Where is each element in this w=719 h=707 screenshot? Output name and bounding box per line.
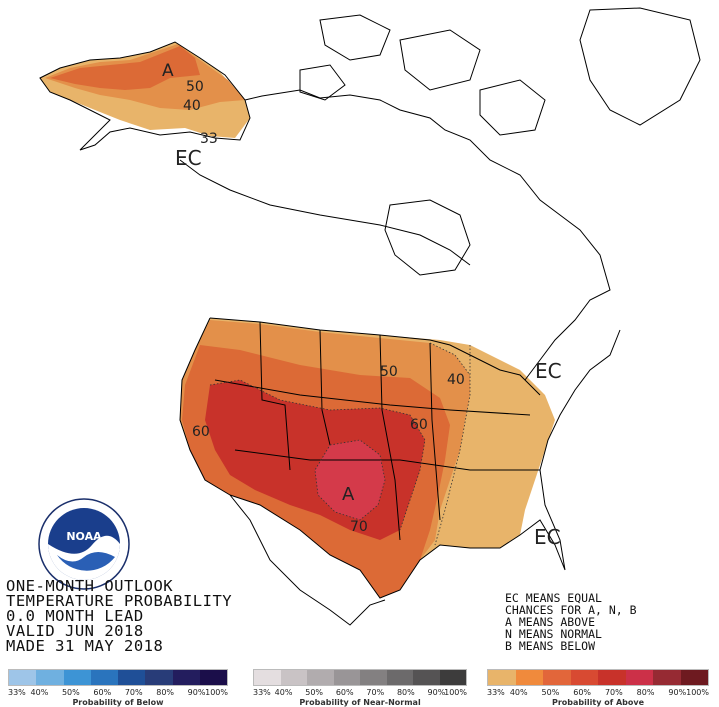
legend-normal-swatch xyxy=(333,670,360,685)
legend-below-ticks: 33% 40% 50% 60% 70% 80% 90% 100% xyxy=(8,686,228,698)
noaa-logo: NOAA xyxy=(38,498,130,590)
legend-normal-ticks: 33% 40% 50% 60% 70% 80% 90% 100% xyxy=(253,686,467,698)
conus-shading xyxy=(180,318,555,598)
legend-normal-swatch xyxy=(307,670,334,685)
ec-southeast-label: EC xyxy=(534,525,561,549)
legend-above-swatch xyxy=(653,670,681,685)
legend-note-above: A MEANS ABOVE xyxy=(505,615,596,629)
conus-60-central-label: 60 xyxy=(410,417,428,433)
legend-below-swatch xyxy=(118,670,146,685)
legend-above-tick: 90% xyxy=(668,688,687,697)
outlook-title: ONE-MONTH OUTLOOK xyxy=(6,577,174,595)
legend-below-tick: 60% xyxy=(93,688,112,697)
legend-below-swatch xyxy=(63,670,91,685)
legend-normal-tick: 100% xyxy=(444,688,467,697)
conus-60-west-label: 60 xyxy=(192,424,210,440)
legend-below-tick: 50% xyxy=(61,688,80,697)
legend-normal-tick: 60% xyxy=(335,688,354,697)
legend-above-swatch xyxy=(515,670,543,685)
legend-below-tick: 70% xyxy=(124,688,143,697)
legend-normal-tick: 40% xyxy=(274,688,293,697)
legend-normal-swatch xyxy=(360,670,387,685)
legend-note-below: B MEANS BELOW xyxy=(505,639,596,653)
legend-normal-tick: 70% xyxy=(366,688,385,697)
outlook-lead: 0.0 MONTH LEAD xyxy=(6,607,144,625)
legend-above-tick: 70% xyxy=(604,688,623,697)
legend-below-bar xyxy=(8,669,228,686)
legend-below-tick: 40% xyxy=(30,688,49,697)
legend-below-swatch xyxy=(90,670,118,685)
legend-normal-title: Probability of Near-Normal xyxy=(299,698,421,707)
legend-above: 33% 40% 50% 60% 70% 80% 90% 100% Probability of… xyxy=(487,669,709,707)
legend-normal-swatch xyxy=(413,670,440,685)
ec-northeast-label: EC xyxy=(535,359,562,383)
legend-above-swatch xyxy=(680,670,708,685)
legend-above-tick: 60% xyxy=(573,688,592,697)
legend-normal-tick: 90% xyxy=(427,688,446,697)
legend-normal-tick: 80% xyxy=(396,688,415,697)
legend-note-normal: N MEANS NORMAL xyxy=(505,627,602,641)
legend-below-swatch xyxy=(199,670,227,685)
legend-normal-swatch xyxy=(386,670,413,685)
ec-alaska-label: EC xyxy=(175,146,202,170)
legend-below-title: Probability of Below xyxy=(72,698,164,707)
legend-above-swatch xyxy=(625,670,653,685)
legend-below-swatch xyxy=(172,670,200,685)
conus-70-label: 70 xyxy=(350,519,368,535)
legend-below-swatch xyxy=(9,670,37,685)
alaska-shading xyxy=(40,42,250,138)
contour-lines xyxy=(209,342,471,546)
legend-normal: 33% 40% 50% 60% 70% 80% 90% 100% Probability of… xyxy=(253,669,467,707)
outlook-made: MADE 31 MAY 2018 xyxy=(6,637,164,655)
conus-a-label: A xyxy=(342,484,355,505)
conus-50-label: 50 xyxy=(380,364,398,380)
legend-normal-swatch xyxy=(280,670,307,685)
legend-above-swatch xyxy=(570,670,598,685)
legend-below-tick: 100% xyxy=(205,688,228,697)
land-outlines xyxy=(39,7,701,626)
legend-above-bar xyxy=(487,669,709,686)
legend-below-tick: 90% xyxy=(187,688,206,697)
outlook-valid: VALID JUN 2018 xyxy=(6,622,144,640)
alaska-50-label: 50 xyxy=(186,79,204,95)
alaska-a-label: A xyxy=(162,61,174,81)
outlook-variable: TEMPERATURE PROBABILITY xyxy=(6,592,233,610)
legend-below-tick: 33% xyxy=(8,688,26,697)
legend-note-chances: CHANCES FOR A, N, B xyxy=(505,603,637,617)
legend-above-tick: 40% xyxy=(509,688,528,697)
outlook-info: ONE-MONTH OUTLOOK TEMPERATURE PROBABILIT… xyxy=(6,577,233,655)
legend-above-tick: 80% xyxy=(636,688,655,697)
legend-below-swatch xyxy=(36,670,64,685)
legend-below-swatch xyxy=(145,670,173,685)
legend-normal-bar xyxy=(253,669,467,686)
legend-below-tick: 80% xyxy=(156,688,175,697)
noaa-logo-text: NOAA xyxy=(66,530,102,543)
legend-normal-tick: 33% xyxy=(253,688,271,697)
legend-above-tick: 100% xyxy=(686,688,709,697)
legend-below: 33% 40% 50% 60% 70% 80% 90% 100% Probability of… xyxy=(8,669,228,707)
conus-40-label: 40 xyxy=(447,372,465,388)
legend-note: EC MEANS EQUAL CHANCES FOR A, N, B A MEA… xyxy=(505,592,637,652)
legend-above-swatch xyxy=(598,670,626,685)
map-labels: A 50 40 33 EC EC EC A 50 40 60 60 70 xyxy=(162,61,562,549)
legend-above-ticks: 33% 40% 50% 60% 70% 80% 90% 100% xyxy=(487,686,709,698)
legend-above-swatch xyxy=(543,670,571,685)
legend-normal-swatch xyxy=(254,670,281,685)
legend-above-title: Probability of Above xyxy=(551,698,645,707)
alaska-33-label: 33 xyxy=(200,131,218,147)
legend-above-tick: 50% xyxy=(541,688,560,697)
legend-note-ec: EC MEANS EQUAL xyxy=(505,591,602,605)
legend-above-swatch xyxy=(488,670,516,685)
legend-above-tick: 33% xyxy=(487,688,505,697)
alaska-40-label: 40 xyxy=(183,98,201,114)
legend-normal-tick: 50% xyxy=(305,688,324,697)
legend-normal-swatch xyxy=(439,670,466,685)
